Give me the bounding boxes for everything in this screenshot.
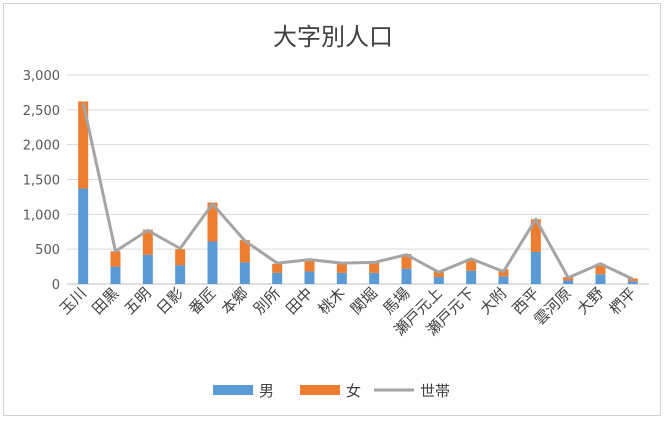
bar-female [401,254,412,269]
legend-swatch-male [213,385,253,395]
legend-label-female: 女 [346,382,361,400]
bar-female [433,270,444,278]
x-tick-label: 関堀 [347,284,381,318]
bar-female [369,262,380,273]
x-tick-label: 本郷 [218,284,252,318]
bar-male [304,271,315,284]
x-tick-label: 雲河原 [530,284,575,329]
bar-male [110,266,121,284]
bar-female [336,263,347,273]
y-tick-label: 2,500 [23,104,60,119]
legend: 男 女 世帯 [213,382,450,400]
bars [78,101,638,284]
bar-male [78,188,89,284]
bar-male [595,274,606,284]
bar-female [627,278,638,282]
bar-female [272,263,283,273]
bar-male [466,270,477,284]
bar-female [207,202,218,242]
x-tick-label: 田黒 [88,284,122,318]
chart-title: 大字別人口 [273,23,393,51]
household-line [81,102,634,281]
bar-female [142,229,153,255]
bar-male [498,276,509,284]
x-tick-label: 玉川 [56,284,90,318]
x-tick-label: 桃木 [315,284,349,318]
x-tick-label: 大附 [476,284,510,318]
bar-female [78,101,89,189]
bar-male [563,280,574,284]
x-tick-label: 大野 [573,284,607,318]
bar-male [175,265,186,284]
bar-male [530,251,541,284]
bar-female [304,259,315,272]
y-tick-label: 2,000 [23,139,60,154]
bar-male [142,254,153,284]
bar-female [175,249,186,266]
legend-label-household: 世帯 [420,382,450,400]
bar-female [466,258,477,271]
bar-female [239,240,250,263]
bar-male [272,272,283,284]
x-tick-label: 田中 [282,284,316,318]
chart-frame: 大字別人口 0 500 1,000 1,500 2,000 2,500 3,000 玉川 田黒… [3,3,661,416]
bar-female [530,219,541,252]
legend-swatch-female [300,385,340,395]
x-axis-ticks: 玉川田黒五明日影番匠本郷別所田中桃木関堀馬場瀬戸元上瀬戸元下大附西平雲河原大野椚… [56,284,640,339]
bar-male [207,241,218,284]
series-line-household [81,102,634,281]
bar-female [595,263,606,275]
y-axis-ticks: 0 500 1,000 1,500 2,000 2,500 3,000 [23,69,60,293]
y-tick-label: 1,000 [23,208,60,223]
x-tick-label: 五明 [121,284,155,318]
legend-label-male: 男 [259,382,274,400]
bar-male [239,262,250,284]
chart-svg: 大字別人口 0 500 1,000 1,500 2,000 2,500 3,000 玉川田黒… [23,23,649,400]
bar-female [110,251,121,267]
bar-male [336,272,347,284]
y-tick-label: 500 [35,243,60,258]
bar-male [401,268,412,284]
y-tick-label: 0 [52,278,60,293]
x-tick-label: 番匠 [185,284,219,318]
x-tick-label: 別所 [250,284,284,318]
x-tick-label: 椚平 [606,284,640,318]
bar-male [627,281,638,284]
bar-male [433,277,444,284]
y-tick-label: 3,000 [23,69,60,84]
bar-male [369,272,380,284]
x-tick-label: 日影 [153,284,187,318]
gridlines [67,74,649,285]
y-tick-label: 1,500 [23,174,60,189]
